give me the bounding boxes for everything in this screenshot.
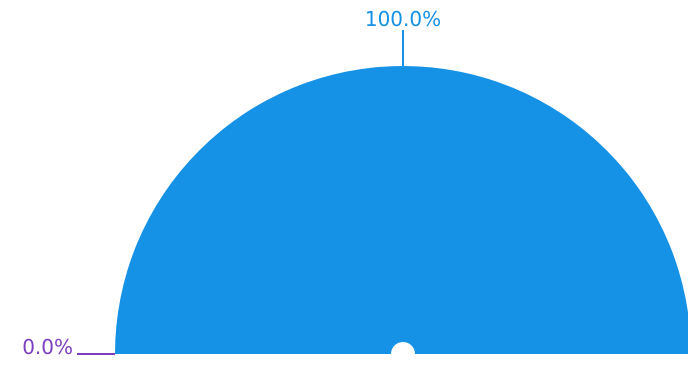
slice-100-0-label: 100.0% — [365, 7, 441, 31]
slice-0-0-label: 0.0% — [22, 335, 73, 359]
slice-100-0-wedge — [115, 66, 688, 354]
slice-labels-layer: 0.0% 100.0% — [22, 7, 441, 359]
center-hole — [391, 342, 415, 365]
slices-layer — [115, 66, 688, 354]
leader-lines-layer — [77, 30, 404, 355]
